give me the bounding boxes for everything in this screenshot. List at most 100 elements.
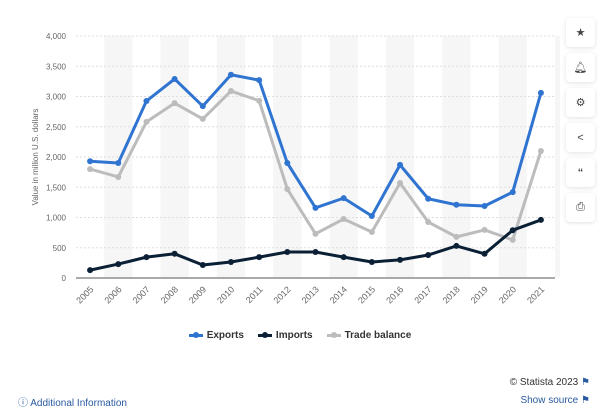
data-point — [256, 77, 263, 84]
data-point — [171, 100, 178, 107]
data-point — [284, 186, 291, 193]
flag-icon: ⚑ — [581, 377, 590, 388]
data-point — [312, 204, 319, 211]
gear-icon: ⚙ — [575, 97, 586, 109]
data-point — [143, 254, 150, 261]
data-point — [227, 71, 234, 78]
data-point — [481, 250, 488, 257]
data-point — [368, 212, 375, 219]
x-tick-label: 2012 — [272, 284, 293, 305]
data-point — [256, 97, 263, 104]
data-point — [171, 75, 178, 82]
x-tick-label: 2019 — [469, 284, 490, 305]
data-point — [368, 229, 375, 236]
legend-trade-balance[interactable]: Trade balance — [326, 330, 412, 341]
show-source-link[interactable]: Show source ⚑ — [520, 395, 590, 406]
data-point — [481, 226, 488, 233]
show-source-label: Show source — [520, 395, 579, 406]
y-tick-label: 2,000 — [46, 153, 67, 162]
data-point — [537, 216, 544, 223]
print-icon: ⎙ — [576, 201, 585, 213]
data-point — [312, 230, 319, 237]
data-point — [537, 147, 544, 154]
y-tick-label: 1,500 — [46, 183, 67, 192]
x-tick-label: 2020 — [497, 284, 518, 305]
data-point — [199, 115, 206, 122]
data-point — [284, 160, 291, 167]
x-tick-label: 2015 — [356, 284, 377, 305]
info-icon: ⓘ — [18, 398, 28, 409]
data-point — [115, 261, 122, 268]
data-point — [509, 236, 516, 243]
data-point — [256, 254, 263, 261]
legend: Exports Imports Trade balance — [0, 330, 600, 341]
data-point — [397, 180, 404, 187]
data-point — [397, 256, 404, 263]
x-tick-label: 2018 — [441, 284, 462, 305]
legend-label: Trade balance — [344, 330, 412, 341]
series-line-exports — [89, 73, 543, 218]
data-point — [340, 216, 347, 223]
data-point — [171, 250, 178, 257]
share-button[interactable]: < — [566, 123, 595, 152]
data-point — [340, 254, 347, 261]
x-tick-label: 2011 — [244, 284, 265, 305]
legend-exports[interactable]: Exports — [188, 330, 244, 341]
legend-label: Exports — [206, 330, 244, 341]
additional-information-link[interactable]: ⓘ Additional Information — [18, 394, 127, 409]
series-line-imports — [89, 218, 542, 272]
data-point — [87, 158, 94, 165]
data-point — [87, 267, 94, 274]
share-icon: < — [577, 131, 584, 144]
star-icon: ★ — [575, 27, 586, 39]
legend-label: Imports — [275, 330, 313, 341]
data-point — [537, 89, 544, 96]
data-point — [227, 258, 234, 265]
favorite-button[interactable]: ★ — [566, 18, 595, 47]
y-tick-label: 1,000 — [46, 214, 67, 223]
x-tick-label: 2021 — [525, 284, 546, 305]
y-tick-label: 2,500 — [46, 123, 67, 132]
data-point — [199, 103, 206, 110]
flag-icon: ⚑ — [581, 395, 590, 406]
y-tick-label: 0 — [62, 274, 67, 283]
y-tick-label: 3,000 — [46, 93, 67, 102]
y-axis-label: Value in million U.S. dollars — [31, 109, 40, 206]
settings-button[interactable]: ⚙ — [566, 88, 595, 117]
data-point — [143, 98, 150, 105]
x-tick-label: 2017 — [412, 284, 433, 305]
x-tick-label: 2006 — [102, 284, 123, 305]
y-tick-label: 3,500 — [46, 62, 67, 71]
line-chart: 0 500 1,000 1,500 2,000 2,500 3,000 3,500 4,000 V… — [31, 32, 555, 306]
x-tick-label: 2005 — [74, 284, 95, 305]
x-tick-label: 2016 — [384, 284, 405, 305]
data-point — [227, 88, 234, 95]
data-point — [143, 118, 150, 125]
data-point — [425, 219, 432, 226]
data-point — [340, 195, 347, 202]
data-point — [199, 261, 206, 268]
data-point — [453, 233, 460, 240]
data-point — [453, 242, 460, 249]
copyright-text: © Statista 2023 — [509, 377, 579, 388]
data-point — [284, 248, 291, 255]
print-button[interactable]: ⎙ — [566, 193, 595, 222]
data-point — [481, 203, 488, 210]
data-point — [425, 195, 432, 202]
data-point — [453, 201, 460, 208]
legend-imports[interactable]: Imports — [257, 330, 313, 341]
x-tick-label: 2009 — [187, 284, 208, 305]
data-point — [425, 252, 432, 259]
data-point — [397, 161, 404, 168]
data-point — [115, 160, 122, 167]
x-tick-label: 2008 — [159, 284, 180, 305]
notification-button[interactable]: 🔔︎ — [566, 53, 595, 82]
data-point — [87, 166, 94, 173]
data-point — [509, 227, 516, 234]
additional-information-label: Additional Information — [30, 398, 127, 409]
quote-icon: “ — [577, 166, 584, 179]
x-tick-label: 2007 — [131, 284, 152, 305]
data-point — [509, 189, 516, 196]
data-point — [115, 173, 122, 180]
cite-button[interactable]: “ — [566, 158, 595, 187]
